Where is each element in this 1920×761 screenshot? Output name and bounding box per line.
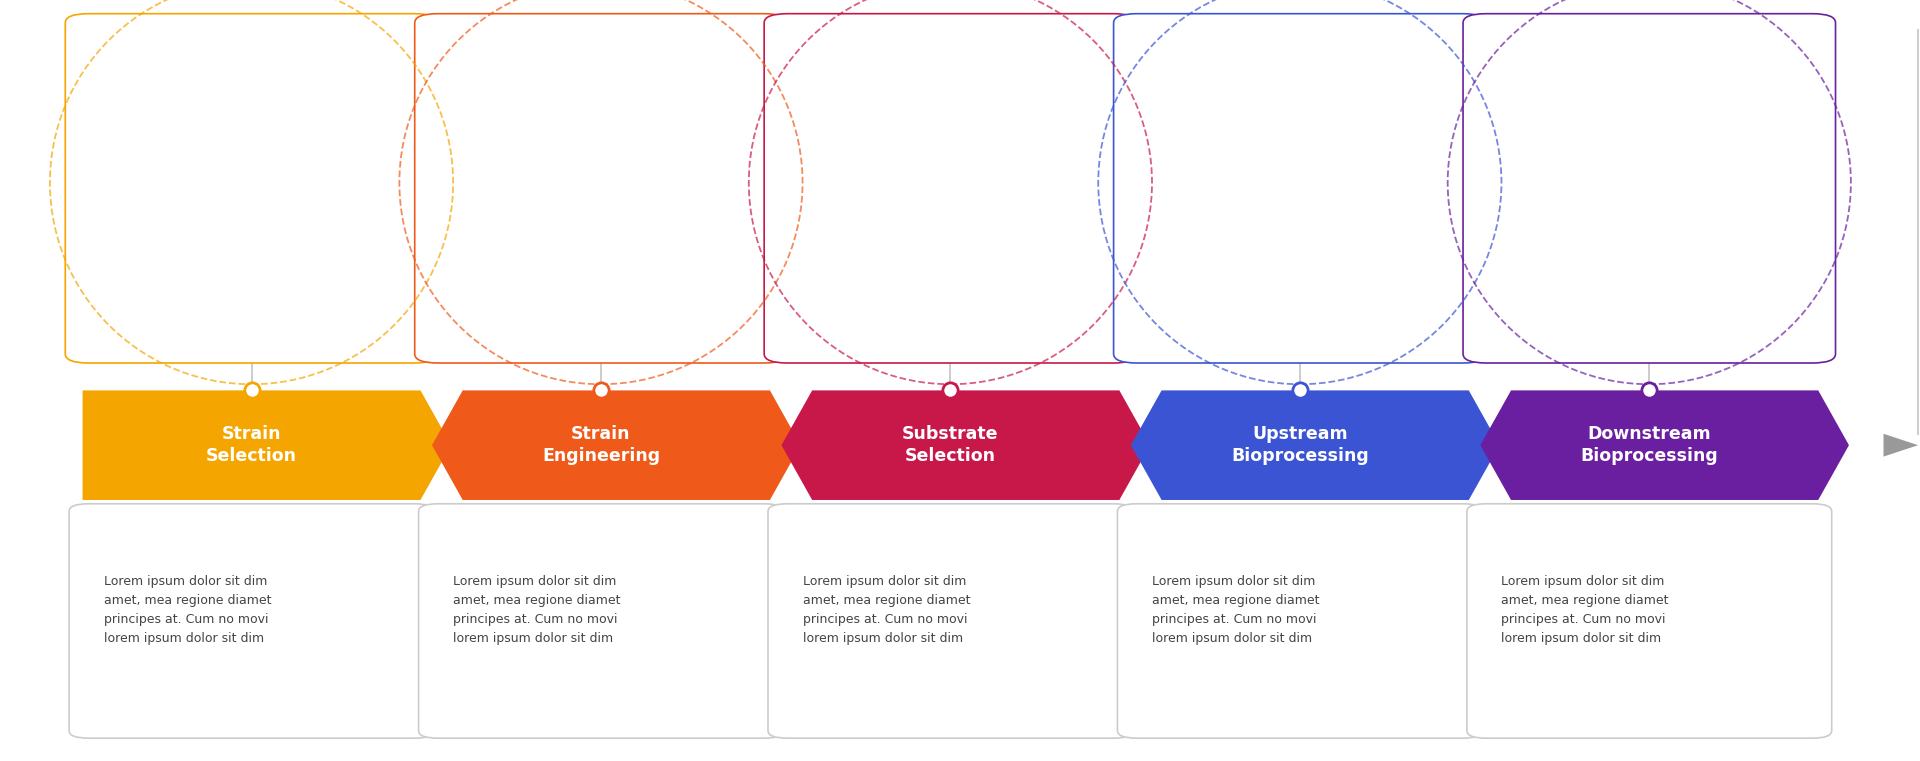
Text: Lorem ipsum dolor sit dim
amet, mea regione diamet
principes at. Cum no movi
lor: Lorem ipsum dolor sit dim amet, mea regi… <box>1152 575 1319 645</box>
Text: Upstream
Bioprocessing: Upstream Bioprocessing <box>1231 425 1369 465</box>
FancyBboxPatch shape <box>764 14 1137 363</box>
Text: Strain
Selection: Strain Selection <box>205 425 298 465</box>
FancyBboxPatch shape <box>69 504 434 738</box>
Text: Downstream
Bioprocessing: Downstream Bioprocessing <box>1580 425 1718 465</box>
Polygon shape <box>83 390 451 500</box>
Text: Lorem ipsum dolor sit dim
amet, mea regione diamet
principes at. Cum no movi
lor: Lorem ipsum dolor sit dim amet, mea regi… <box>104 575 271 645</box>
FancyBboxPatch shape <box>768 504 1133 738</box>
Polygon shape <box>1480 390 1849 500</box>
FancyBboxPatch shape <box>1467 504 1832 738</box>
FancyBboxPatch shape <box>1463 14 1836 363</box>
Polygon shape <box>781 390 1150 500</box>
Polygon shape <box>1884 434 1918 457</box>
Text: Strain
Engineering: Strain Engineering <box>541 425 660 465</box>
Text: Lorem ipsum dolor sit dim
amet, mea regione diamet
principes at. Cum no movi
lor: Lorem ipsum dolor sit dim amet, mea regi… <box>1501 575 1668 645</box>
FancyBboxPatch shape <box>415 14 787 363</box>
FancyBboxPatch shape <box>1114 14 1486 363</box>
Text: Lorem ipsum dolor sit dim
amet, mea regione diamet
principes at. Cum no movi
lor: Lorem ipsum dolor sit dim amet, mea regi… <box>803 575 970 645</box>
FancyBboxPatch shape <box>1117 504 1482 738</box>
Polygon shape <box>1131 390 1500 500</box>
Text: Lorem ipsum dolor sit dim
amet, mea regione diamet
principes at. Cum no movi
lor: Lorem ipsum dolor sit dim amet, mea regi… <box>453 575 620 645</box>
Polygon shape <box>432 390 801 500</box>
Text: Substrate
Selection: Substrate Selection <box>902 425 998 465</box>
FancyBboxPatch shape <box>65 14 438 363</box>
FancyBboxPatch shape <box>419 504 783 738</box>
